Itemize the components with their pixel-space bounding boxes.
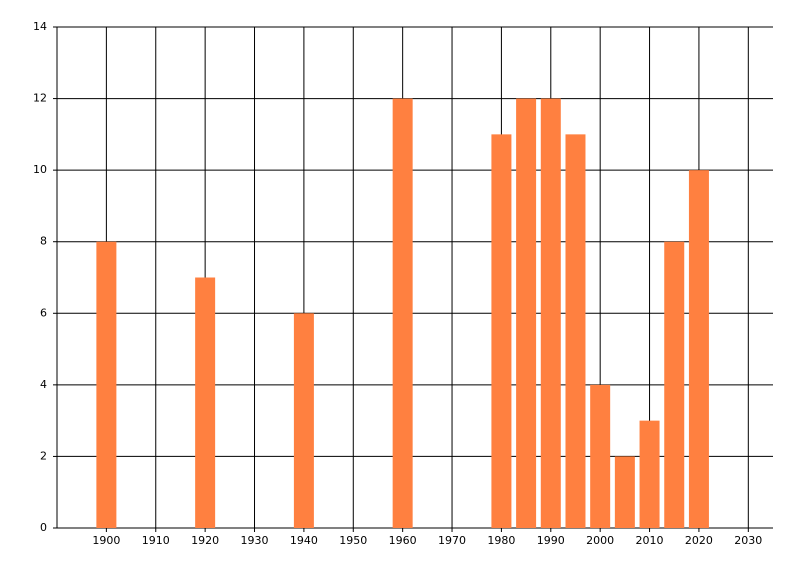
bar: [293, 313, 314, 528]
x-tick-label: 2000: [586, 534, 614, 547]
bar: [392, 98, 413, 529]
x-tick-label: 1940: [290, 534, 318, 547]
bar: [195, 277, 216, 528]
bar: [688, 170, 709, 528]
bar: [639, 420, 660, 528]
x-tick-label: 2030: [734, 534, 762, 547]
y-tick-label: 0: [40, 521, 47, 534]
x-tick-label: 1980: [487, 534, 515, 547]
y-tick-label: 14: [33, 20, 47, 33]
y-tick-label: 12: [33, 92, 47, 105]
x-tick-label: 1910: [142, 534, 170, 547]
bar: [664, 241, 685, 528]
y-tick-label: 6: [40, 306, 47, 319]
bar: [540, 98, 561, 529]
x-tick-label: 1970: [438, 534, 466, 547]
bar: [491, 134, 512, 528]
bar: [516, 98, 537, 529]
x-tick-label: 1950: [339, 534, 367, 547]
bar: [565, 134, 586, 528]
x-tick-label: 1960: [389, 534, 417, 547]
y-tick-label: 8: [40, 235, 47, 248]
x-tick-label: 2020: [685, 534, 713, 547]
x-tick-label: 1920: [191, 534, 219, 547]
y-tick-label: 2: [40, 449, 47, 462]
x-tick-label: 2010: [636, 534, 664, 547]
y-tick-label: 10: [33, 163, 47, 176]
x-tick-label: 1930: [241, 534, 269, 547]
bar: [590, 384, 611, 528]
x-tick-label: 1990: [537, 534, 565, 547]
bar: [96, 241, 117, 528]
bar: [614, 456, 635, 528]
y-tick-label: 4: [40, 378, 47, 391]
x-tick-label: 1900: [92, 534, 120, 547]
